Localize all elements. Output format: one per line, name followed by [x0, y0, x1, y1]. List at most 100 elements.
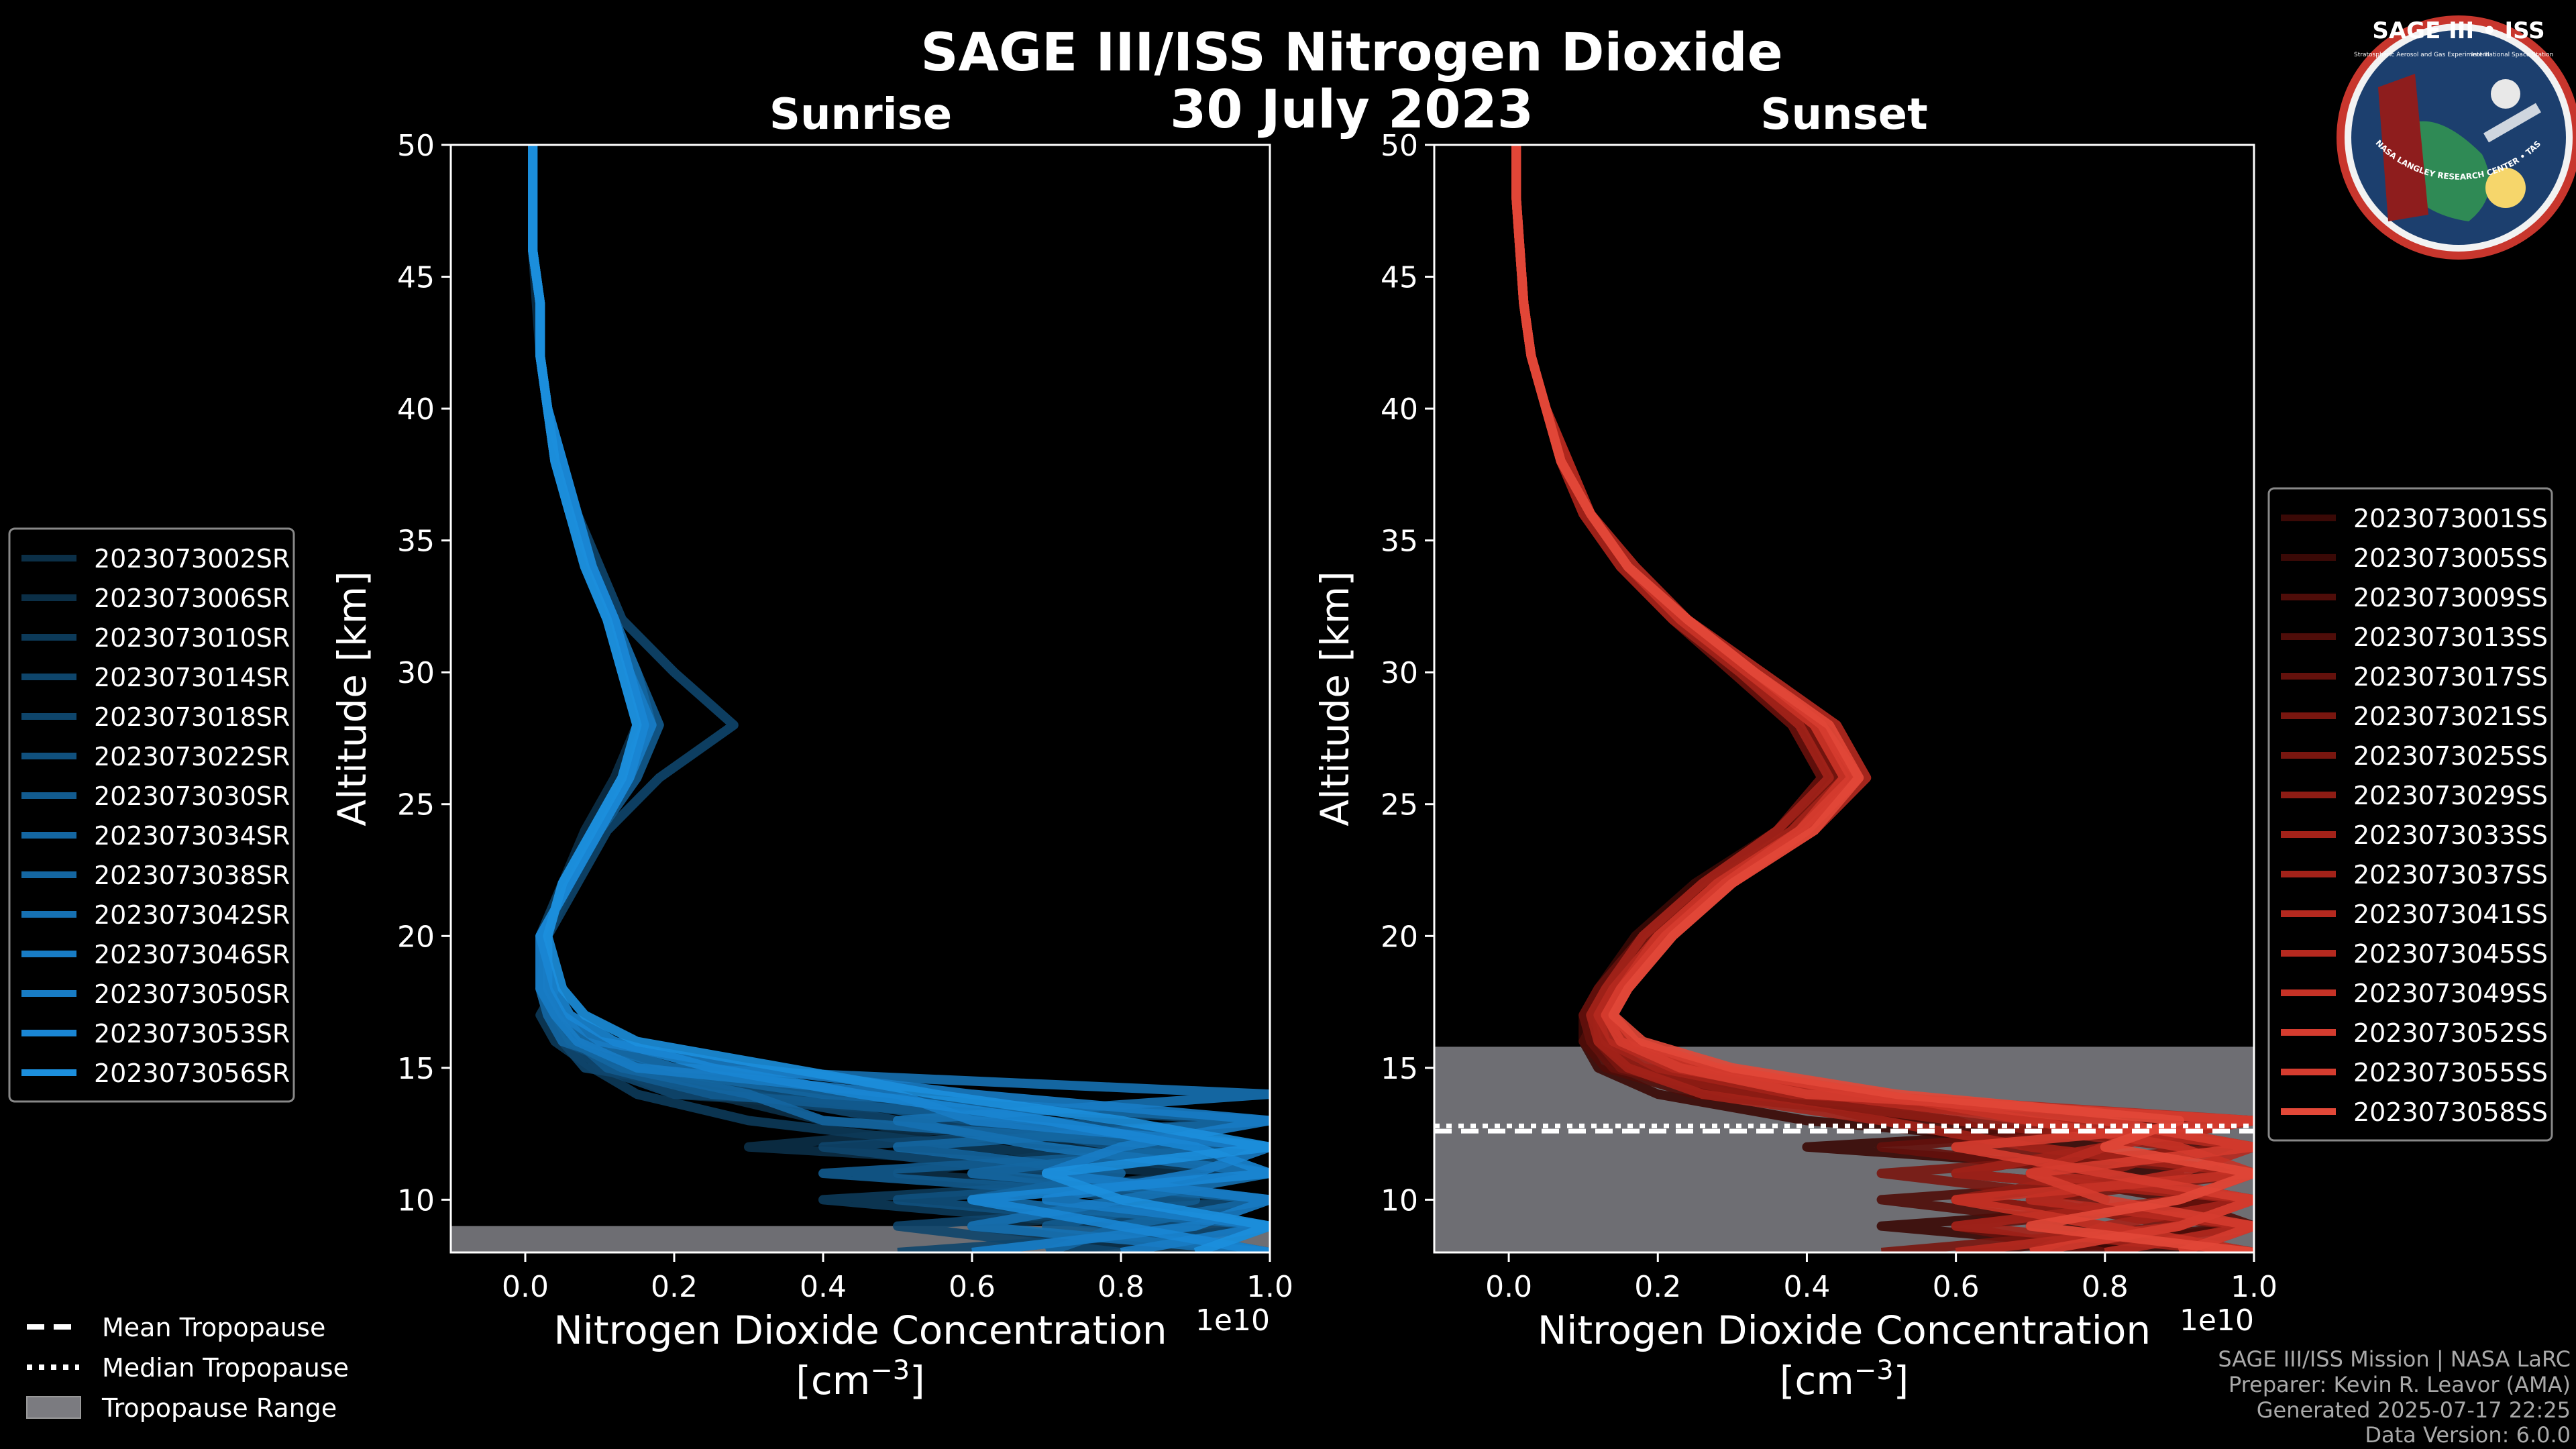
- sunrise-xtick-label-3: 0.6: [949, 1270, 996, 1304]
- sunrise-legend-box: [8, 527, 295, 1103]
- sunrise-offset-label: 1e10: [1195, 1303, 1270, 1338]
- sunrise-ytick-label-30: 30: [397, 656, 435, 690]
- sunset-legend-box: [2267, 487, 2553, 1142]
- figure-date: 30 July 2023: [1170, 80, 1534, 140]
- sunrise-axes-frame: [449, 144, 1271, 1254]
- tropopause-range-label: Tropopause Range: [101, 1393, 337, 1423]
- sunrise-ytick-label-25: 25: [397, 788, 435, 822]
- credit-preparer: Preparer: Kevin R. Leavor (AMA): [2229, 1372, 2571, 1397]
- sunrise-ytick-label-45: 45: [397, 261, 435, 295]
- sunrise-legend-label-2023073018SR: 2023073018SR: [94, 702, 290, 732]
- sunset-ytick-label-35: 35: [1381, 525, 1418, 559]
- sunset-ytick-label-10: 10: [1381, 1183, 1418, 1218]
- sunrise-legend-label-2023073038SR: 2023073038SR: [94, 861, 290, 890]
- sunset-plot-area: [1434, 145, 2254, 1252]
- sunset-legend-label-2023073037SS: 2023073037SS: [2353, 860, 2548, 890]
- sunrise-legend-label-2023073042SR: 2023073042SR: [94, 900, 290, 930]
- sunrise-xaxis-label: Nitrogen Dioxide Concentration: [553, 1307, 1167, 1353]
- sunrise-ytick-label-10: 10: [397, 1183, 435, 1218]
- sunrise-legend-label-2023073034SR: 2023073034SR: [94, 821, 290, 851]
- sunset-legend-label-2023073005SS: 2023073005SS: [2353, 543, 2548, 573]
- sunset-legend-label-2023073001SS: 2023073001SS: [2353, 504, 2548, 533]
- credit-data-version: Data Version: 6.0.0: [2365, 1422, 2571, 1448]
- sunrise-legend-label-2023073046SR: 2023073046SR: [94, 940, 290, 969]
- logo-astronomer-figure-icon: [2378, 74, 2428, 221]
- sunset-yaxis-label: Altitude [km]: [1312, 571, 1358, 826]
- sunset-ytick-label-40: 40: [1381, 392, 1418, 427]
- sunrise-legend-label-2023073022SR: 2023073022SR: [94, 742, 290, 771]
- sunset-panel-title: Sunset: [1760, 90, 1927, 140]
- sunset-ytick-label-20: 20: [1381, 920, 1418, 954]
- sunset-xaxis-unit: [cm−3]: [1780, 1355, 1909, 1403]
- sunrise-xtick-label-4: 0.8: [1097, 1270, 1144, 1304]
- sunset-ytick-label-45: 45: [1381, 261, 1418, 295]
- sunrise-legend-label-2023073010SR: 2023073010SR: [94, 623, 290, 653]
- sunset-xaxis-label: Nitrogen Dioxide Concentration: [1538, 1307, 2151, 1353]
- sunset-xaxis-unit-exponent: −3: [1854, 1355, 1894, 1386]
- median-tropopause-label: Median Tropopause: [102, 1353, 349, 1383]
- sunrise-plot-area: [451, 145, 1270, 1252]
- logo-moon-icon: [2491, 79, 2520, 109]
- sunrise-legend-label-2023073050SR: 2023073050SR: [94, 979, 290, 1009]
- sunrise-legend-label-2023073030SR: 2023073030SR: [94, 782, 290, 811]
- sunrise-xaxis-unit-base: [cm: [796, 1358, 870, 1403]
- logo-title: SAGE III • ISS: [2372, 17, 2544, 44]
- sunrise-panel-title: Sunrise: [769, 90, 952, 140]
- sunset-xaxis-unit-base: [cm: [1780, 1358, 1854, 1403]
- sunrise-xtick-label-0: 0.0: [502, 1270, 549, 1304]
- sunrise-profile-2023073056SR: [528, 145, 1270, 1252]
- sunset-legend-label-2023073013SS: 2023073013SS: [2353, 623, 2548, 652]
- tropopause-legend: Mean Tropopause Median Tropopause Tropop…: [26, 1313, 349, 1423]
- sunset-legend-label-2023073029SS: 2023073029SS: [2353, 781, 2548, 810]
- sunrise-legend-label-2023073002SR: 2023073002SR: [94, 544, 290, 574]
- sunset-axes-frame: [1433, 144, 2255, 1254]
- mean-tropopause-label: Mean Tropopause: [102, 1313, 325, 1342]
- sunrise-xtick-label-5: 1.0: [1246, 1270, 1293, 1304]
- sunrise-panel: Sunrise 10 15 20 25 30 35 40 45 50 0.0 0.2 0.4 0.6 0.8…: [8, 90, 1293, 1403]
- logo-iss-icon: [2483, 103, 2541, 143]
- sunset-legend-label-2023073058SS: 2023073058SS: [2353, 1097, 2548, 1127]
- credits: SAGE III/ISS Mission | NASA LaRC Prepare…: [2218, 1346, 2571, 1448]
- sunrise-ytick-label-35: 35: [397, 525, 435, 559]
- sunset-series-legend: 2023073001SS 2023073005SS 2023073009SS 2023…: [2267, 487, 2553, 1142]
- sunset-xtick-label-5: 1.0: [2231, 1270, 2277, 1304]
- sunrise-xaxis-unit: [cm−3]: [796, 1355, 925, 1403]
- sunset-legend-label-2023073045SS: 2023073045SS: [2353, 939, 2548, 969]
- sunrise-xtick-label-1: 0.2: [651, 1270, 698, 1304]
- sunset-ytick-label-25: 25: [1381, 788, 1418, 822]
- sunset-panel: Sunset 10 15 20 25 30 35 40 45 50 0.0 0.2 0.4 0.6 0.8 1…: [1312, 90, 2553, 1403]
- sunrise-ytick-label-15: 15: [397, 1052, 435, 1086]
- sunrise-xtick-label-2: 0.4: [800, 1270, 847, 1304]
- sunset-legend-label-2023073055SS: 2023073055SS: [2353, 1058, 2548, 1087]
- sunset-profile-2023073058SS: [1511, 145, 2254, 1252]
- sunset-ytick-label-30: 30: [1381, 656, 1418, 690]
- sunset-legend-label-2023073033SS: 2023073033SS: [2353, 820, 2548, 850]
- sunrise-ytick-label-50: 50: [397, 129, 435, 163]
- sunset-legend-label-2023073025SS: 2023073025SS: [2353, 741, 2548, 771]
- logo-sun-icon: [2485, 168, 2526, 208]
- sunset-xtick-label-0: 0.0: [1485, 1270, 1532, 1304]
- sunrise-xaxis-unit-exponent: −3: [870, 1355, 910, 1386]
- sunset-xtick-label-2: 0.4: [1783, 1270, 1830, 1304]
- sunset-ytick-label-50: 50: [1381, 129, 1418, 163]
- sunrise-yaxis-label: Altitude [km]: [329, 571, 375, 826]
- figure-title: SAGE III/ISS Nitrogen Dioxide: [920, 23, 1782, 83]
- sunset-ytick-label-15: 15: [1381, 1052, 1418, 1086]
- tropopause-range-swatch: [26, 1396, 81, 1419]
- sunrise-legend-label-2023073014SR: 2023073014SR: [94, 663, 290, 692]
- sunset-legend-label-2023073041SS: 2023073041SS: [2353, 900, 2548, 929]
- credit-generated: Generated 2025-07-17 22:25: [2257, 1397, 2571, 1423]
- sunrise-legend-label-2023073053SR: 2023073053SR: [94, 1019, 290, 1049]
- sunrise-legend-label-2023073056SR: 2023073056SR: [94, 1059, 290, 1088]
- sunset-legend-label-2023073052SS: 2023073052SS: [2353, 1018, 2548, 1048]
- sunrise-ytick-label-20: 20: [397, 920, 435, 954]
- logo-subtext: Stratospheric Aerosol and Gas Experiment…: [2354, 52, 2489, 58]
- sunset-xaxis-unit-close: ]: [1894, 1358, 1909, 1403]
- sunrise-series-legend: 2023073002SR 2023073006SR 2023073010SR 2023…: [8, 527, 295, 1103]
- sunset-legend-label-2023073009SS: 2023073009SS: [2353, 583, 2548, 612]
- sunset-legend-label-2023073049SS: 2023073049SS: [2353, 979, 2548, 1008]
- sunrise-legend-label-2023073006SR: 2023073006SR: [94, 584, 290, 613]
- logo-subtext-2: International Space Station: [2471, 52, 2554, 58]
- credit-mission: SAGE III/ISS Mission | NASA LaRC: [2218, 1346, 2571, 1372]
